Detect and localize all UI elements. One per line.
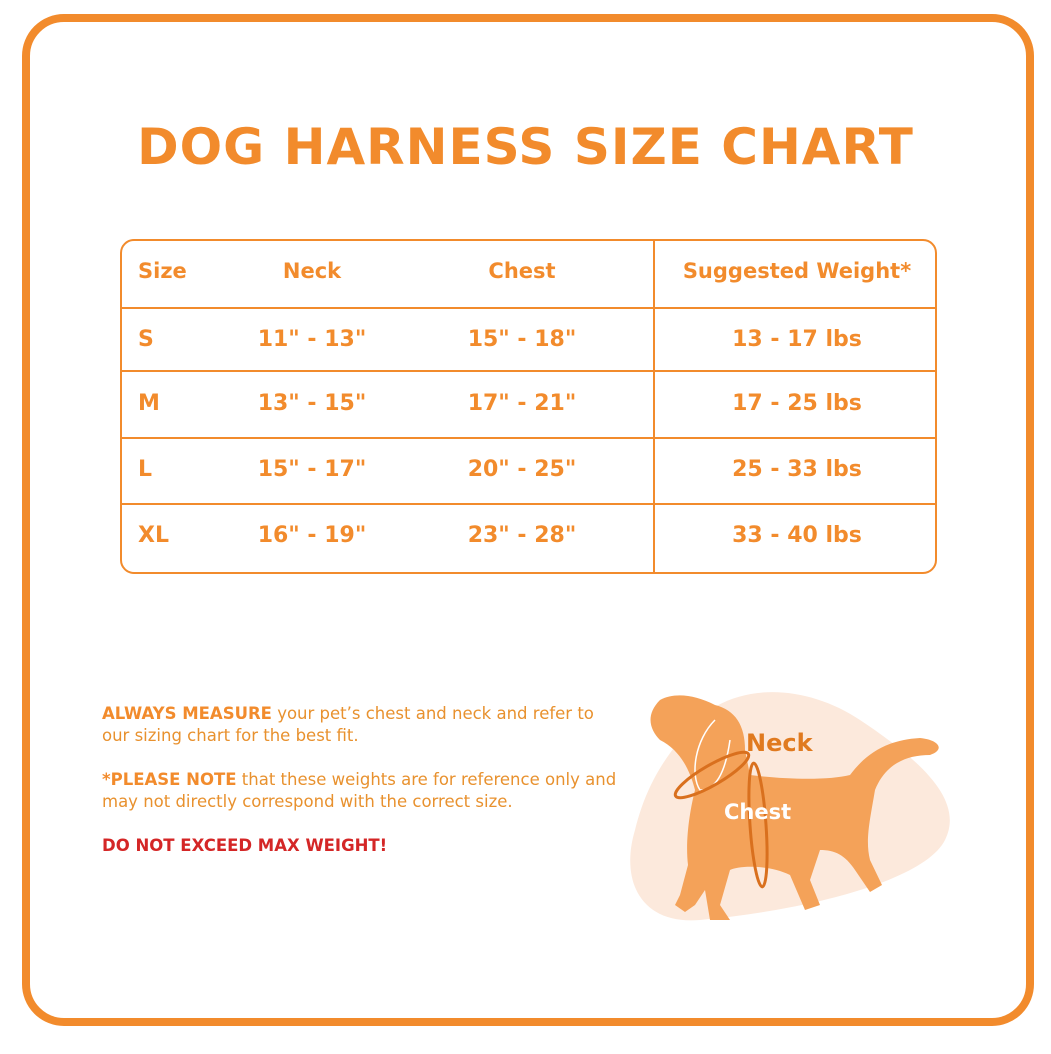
column-header: Size bbox=[138, 259, 187, 283]
table-cell: 15" - 18" bbox=[467, 327, 577, 352]
warning-text: DO NOT EXCEED MAX WEIGHT! bbox=[102, 836, 388, 855]
column-divider bbox=[653, 241, 655, 572]
ear-outline bbox=[694, 719, 731, 791]
row-divider bbox=[122, 307, 935, 309]
table-cell: L bbox=[138, 457, 153, 482]
page-title: DOG HARNESS SIZE CHART bbox=[137, 118, 914, 176]
chest-measure-ring bbox=[747, 761, 769, 889]
chest-label: Chest bbox=[724, 800, 791, 824]
weight-note: *PLEASE NOTE that these weights are for … bbox=[102, 769, 622, 813]
dog-illustration: Neck Chest bbox=[630, 692, 950, 921]
table-cell: XL bbox=[138, 523, 169, 548]
table-cell: 13" - 15" bbox=[257, 391, 367, 416]
neck-measure-ring bbox=[673, 750, 751, 800]
size-table: Size Neck Chest Suggested Weight* S 11" - 13"… bbox=[120, 239, 937, 574]
table-cell: 33 - 40 lbs bbox=[732, 523, 862, 548]
table-cell: 20" - 25" bbox=[467, 457, 577, 482]
column-header: Suggested Weight* bbox=[682, 259, 912, 283]
neck-label: Neck bbox=[746, 729, 814, 757]
table-cell: 16" - 19" bbox=[257, 523, 367, 548]
measure-text: your pet’s chest and neck and refer to o… bbox=[102, 704, 594, 745]
table-cell: 23" - 28" bbox=[467, 523, 577, 548]
column-header: Chest bbox=[488, 259, 556, 283]
table-cell: S bbox=[138, 327, 154, 352]
table-cell: 15" - 17" bbox=[257, 457, 367, 482]
measure-bold: ALWAYS MEASURE bbox=[102, 704, 272, 723]
note-bold: *PLEASE NOTE bbox=[102, 770, 237, 789]
notes: ALWAYS MEASURE your pet’s chest and neck… bbox=[102, 703, 622, 879]
measure-note: ALWAYS MEASURE your pet’s chest and neck… bbox=[102, 703, 622, 747]
row-divider bbox=[122, 503, 935, 505]
border-frame bbox=[22, 14, 1034, 1026]
dog-silhouette-icon bbox=[650, 695, 939, 920]
table-cell: 17 - 25 lbs bbox=[732, 391, 862, 416]
table-cell: 17" - 21" bbox=[467, 391, 577, 416]
table-cell: 25 - 33 lbs bbox=[732, 457, 862, 482]
row-divider bbox=[122, 437, 935, 439]
table-cell: 13 - 17 lbs bbox=[732, 327, 862, 352]
table-cell: M bbox=[138, 391, 160, 416]
note-text: that these weights are for reference onl… bbox=[102, 770, 617, 811]
row-divider bbox=[122, 370, 935, 372]
column-header: Neck bbox=[282, 259, 342, 283]
table-cell: 11" - 13" bbox=[257, 327, 367, 352]
